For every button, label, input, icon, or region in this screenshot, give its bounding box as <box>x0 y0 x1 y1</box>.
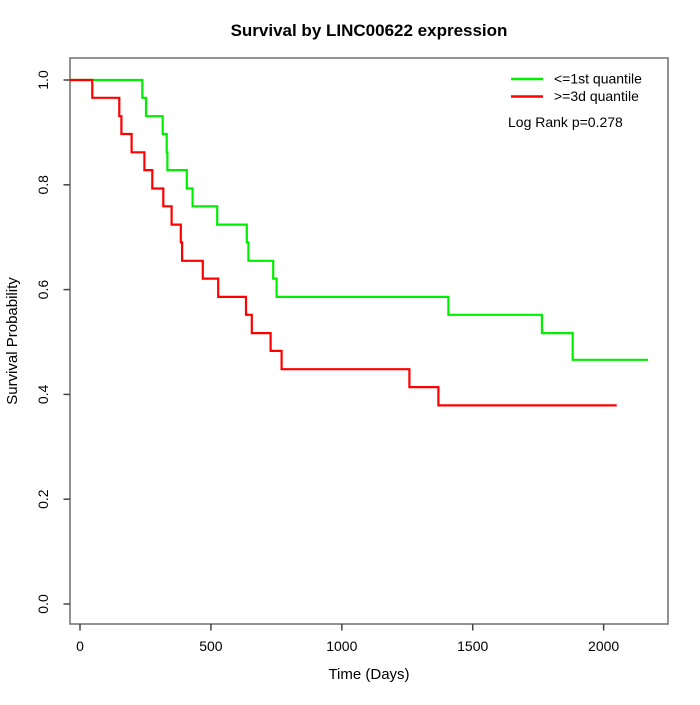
y-tick-label: 0.6 <box>35 280 51 300</box>
legend: <=1st quantile >=3d quantile Log Rank p=… <box>508 71 642 131</box>
y-tick-label: 0.8 <box>35 175 51 195</box>
log-rank-annotation: Log Rank p=0.278 <box>508 114 623 130</box>
y-axis-label: Survival Probability <box>4 277 21 405</box>
x-tick-label: 0 <box>76 638 84 654</box>
y-tick-label: 0.2 <box>35 489 51 509</box>
x-tick-label: 1500 <box>457 638 488 654</box>
x-tick-label: 2000 <box>588 638 619 654</box>
chart-title: Survival by LINC00622 expression <box>231 21 508 40</box>
legend-label-red: >=3d quantile <box>554 88 639 104</box>
y-tick-label: 0.0 <box>35 594 51 614</box>
survival-curve <box>70 78 649 361</box>
y-tick-label: 1.0 <box>35 70 51 90</box>
x-axis-ticks <box>79 624 605 631</box>
x-tick-label: 500 <box>199 638 223 654</box>
x-tick-label: 1000 <box>326 638 357 654</box>
survival-curve <box>70 78 617 407</box>
y-axis-tick-labels: 0.0 0.2 0.4 0.6 0.8 1.0 <box>35 70 51 614</box>
curves <box>70 78 649 407</box>
legend-label-green: <=1st quantile <box>554 71 642 87</box>
x-axis-tick-labels: 0 500 1000 1500 2000 <box>76 638 619 654</box>
plot-box <box>69 57 669 625</box>
x-axis-label: Time (Days) <box>328 666 409 683</box>
y-tick-label: 0.4 <box>35 384 51 404</box>
y-axis-ticks <box>63 79 70 605</box>
